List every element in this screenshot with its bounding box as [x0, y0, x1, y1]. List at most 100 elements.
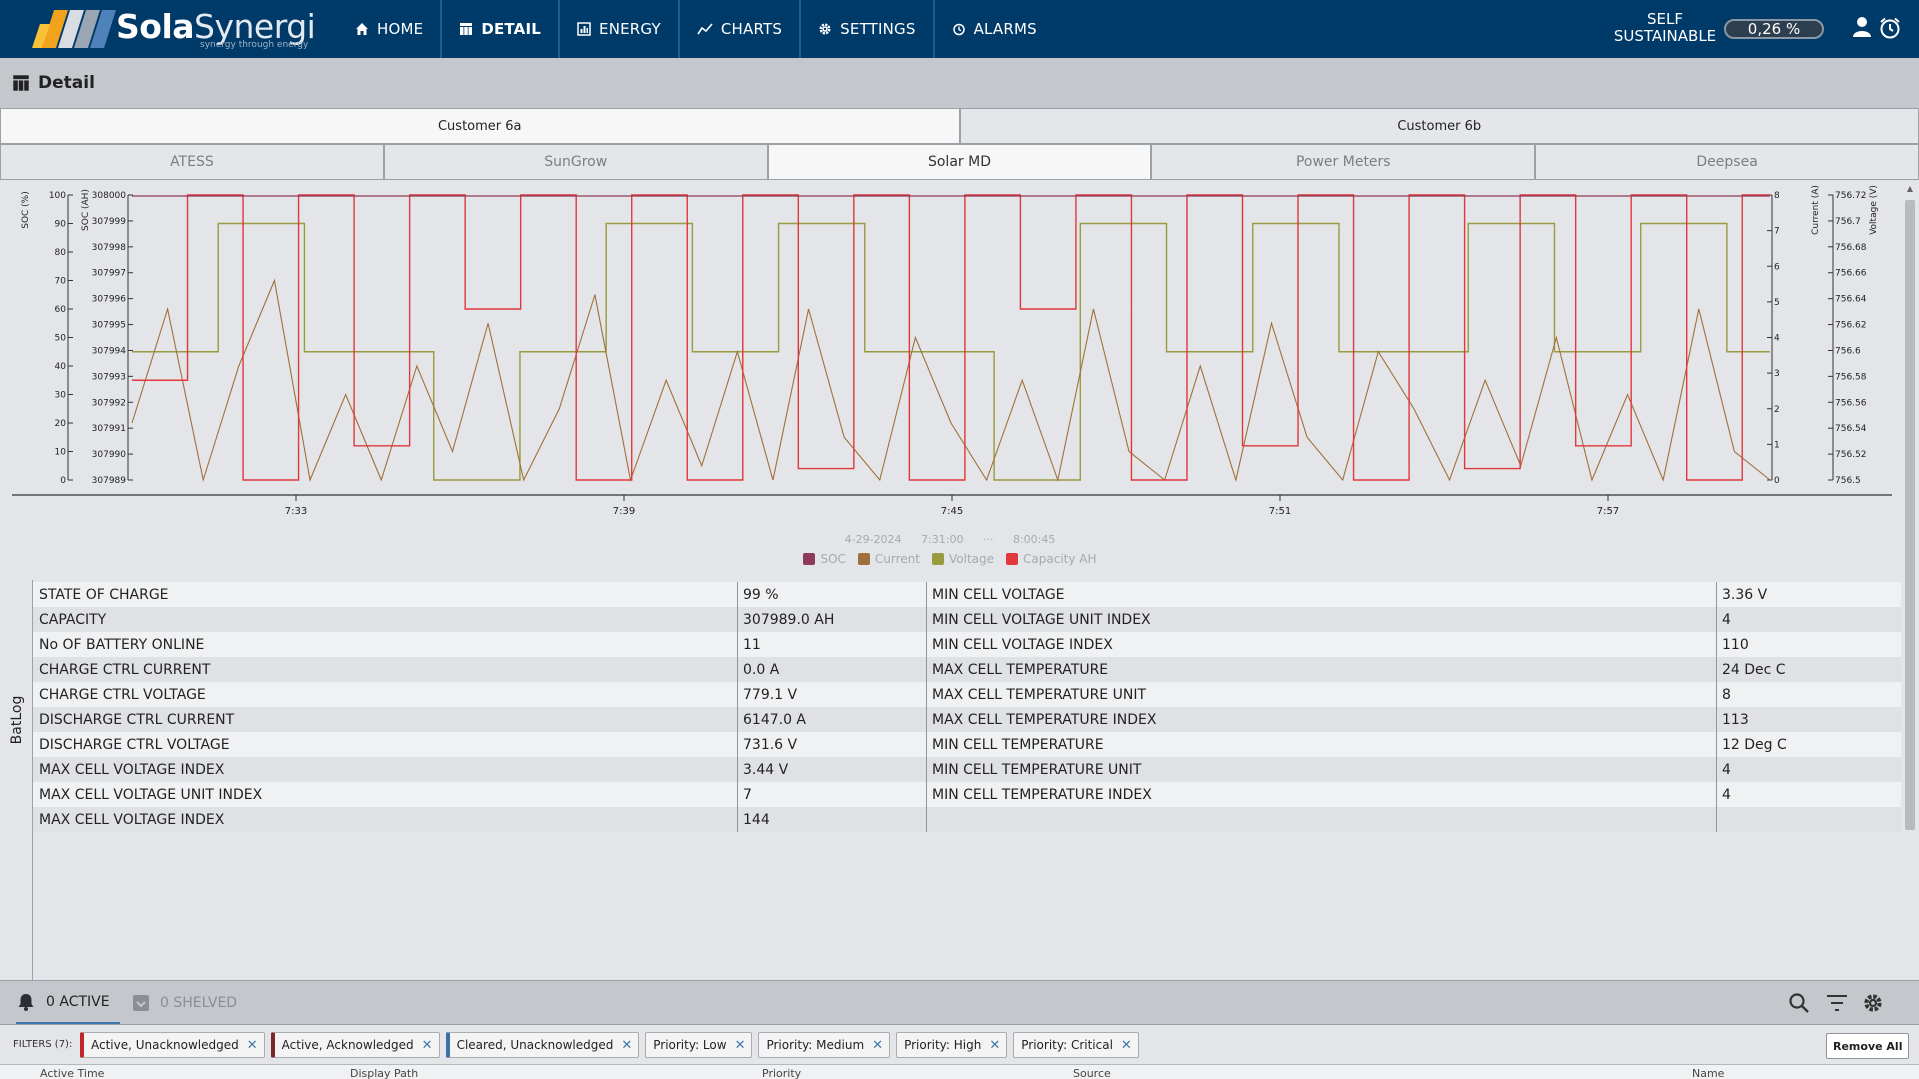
- tab-sungrow[interactable]: SunGrow: [383, 144, 768, 180]
- voltage-axis-tick-label: 756.52: [1835, 450, 1867, 460]
- battery-chart[interactable]: 100 90 80 70 60 50 40 30 20 10 0 308000 307999 307998…: [0, 180, 1900, 580]
- soc-ah-axis-tick-label: 307998: [92, 243, 127, 253]
- nav-settings[interactable]: SETTINGS: [801, 0, 935, 58]
- batlog-empty-area: [33, 832, 1901, 980]
- bell-icon: [18, 993, 34, 1011]
- batlog-label-cell: MIN CELL TEMPERATURE: [926, 732, 1716, 757]
- column-active-time[interactable]: Active Time: [40, 1067, 105, 1079]
- voltage-axis-tick-label: 756.66: [1835, 269, 1867, 279]
- filter-icon[interactable]: [1826, 994, 1848, 1012]
- filter-chip: Priority: Medium ✕: [758, 1032, 891, 1058]
- batlog-label-cell: [926, 807, 1716, 832]
- batlog-label-cell: MAX CELL TEMPERATURE: [926, 657, 1716, 682]
- remove-filter-icon[interactable]: ✕: [246, 1037, 258, 1053]
- nav-charts[interactable]: CHARTS: [680, 0, 802, 58]
- filter-chip-label: Cleared, Unacknowledged: [456, 1038, 614, 1052]
- legend-capacity-ah[interactable]: Capacity AH: [1006, 552, 1097, 566]
- legend-soc[interactable]: SOC: [803, 552, 846, 566]
- filter-chip: Priority: Low ✕: [645, 1032, 753, 1058]
- customer-tabs: Customer 6a Customer 6b: [0, 108, 1919, 144]
- range-start: 7:31:00: [921, 533, 964, 546]
- tab-power-meters[interactable]: Power Meters: [1151, 144, 1536, 180]
- soc-pct-axis-tick-label: 0: [60, 476, 66, 486]
- batlog-value-cell: 99 %: [737, 582, 926, 607]
- nav-detail[interactable]: DETAIL: [442, 0, 561, 58]
- gear-icon[interactable]: [1862, 992, 1884, 1014]
- batlog-value-cell: 779.1 V: [737, 682, 926, 707]
- user-icon[interactable]: [1852, 16, 1872, 38]
- batlog-label-cell: DISCHARGE CTRL VOLTAGE: [33, 732, 737, 757]
- voltage-axis-tick-label: 756.72: [1835, 191, 1867, 201]
- filter-chip-label: Priority: Low: [653, 1038, 727, 1052]
- scrollbar-thumb[interactable]: [1905, 200, 1915, 830]
- tab-customer-6b[interactable]: Customer 6b: [959, 108, 1919, 144]
- soc-ah-axis-tick-label: 307994: [92, 346, 127, 356]
- remove-filter-icon[interactable]: ✕: [621, 1037, 633, 1053]
- batlog-divider: [1716, 582, 1717, 832]
- filter-chip-label: Active, Acknowledged: [281, 1038, 414, 1052]
- self-sustainable-value: 0,26 %: [1724, 19, 1824, 39]
- remove-filter-icon[interactable]: ✕: [734, 1037, 746, 1053]
- column-name[interactable]: Name: [1692, 1067, 1725, 1079]
- remove-filter-icon[interactable]: ✕: [421, 1037, 433, 1053]
- batlog-label-cell: No OF BATTERY ONLINE: [33, 632, 737, 657]
- nav-energy[interactable]: ENERGY: [560, 0, 680, 58]
- legend-voltage[interactable]: Voltage: [932, 552, 994, 566]
- remove-filter-icon[interactable]: ✕: [872, 1037, 884, 1053]
- clock-icon[interactable]: [1879, 17, 1901, 39]
- column-source[interactable]: Source: [1073, 1067, 1111, 1079]
- soc-pct-axis-tick-label: 20: [55, 419, 67, 429]
- tab-shelved-alarms[interactable]: 0 SHELVED: [132, 981, 237, 1025]
- vertical-scrollbar[interactable]: ▲: [1901, 180, 1919, 980]
- current-axis-tick-label: 6: [1774, 262, 1780, 272]
- scroll-up-icon[interactable]: ▲: [1906, 184, 1914, 193]
- search-icon[interactable]: [1788, 992, 1810, 1014]
- tab-deepsea[interactable]: Deepsea: [1535, 144, 1919, 180]
- tab-active-alarms[interactable]: 0 ACTIVE: [16, 981, 120, 1025]
- voltage-axis-tick-label: 756.58: [1835, 372, 1867, 382]
- batlog-label-cell: MAX CELL TEMPERATURE INDEX: [926, 707, 1716, 732]
- filter-chip: Priority: High ✕: [896, 1032, 1008, 1058]
- page-title: Detail: [38, 73, 95, 93]
- tab-customer-6a[interactable]: Customer 6a: [0, 108, 960, 144]
- batlog-label-cell: CAPACITY: [33, 607, 737, 632]
- batlog-label-cell: MIN CELL TEMPERATURE INDEX: [926, 782, 1716, 807]
- brand-logo[interactable]: SolaSynergi synergy through energy: [32, 7, 316, 52]
- shelf-box-icon: [133, 995, 149, 1011]
- soc-ah-axis-tick-label: 307993: [92, 372, 126, 382]
- batlog-value-cell: 731.6 V: [737, 732, 926, 757]
- tab-atess[interactable]: ATESS: [0, 144, 384, 180]
- battery-chart-svg: 1009080706050403020100308000307999307998…: [12, 185, 1892, 517]
- device-tabs: ATESS SunGrow Solar MD Power Meters Deep…: [0, 144, 1919, 180]
- legend-current[interactable]: Current: [857, 552, 920, 566]
- filter-chip-label: Priority: High: [904, 1038, 982, 1052]
- batlog-row: STATE OF CHARGE 99 % MIN CELL VOLTAGE 3.36 …: [33, 582, 1901, 607]
- page-header: Detail: [0, 58, 1919, 108]
- column-display-path[interactable]: Display Path: [350, 1067, 419, 1079]
- alarm-filter-bar: FILTERS (7): Active, Unacknowledged ✕ Acti…: [0, 1024, 1919, 1064]
- tab-solar-md[interactable]: Solar MD: [767, 144, 1152, 180]
- batlog-label-cell: MIN CELL VOLTAGE UNIT INDEX: [926, 607, 1716, 632]
- remove-filter-icon[interactable]: ✕: [989, 1037, 1001, 1053]
- soc-ah-axis-tick-label: 307991: [92, 424, 126, 434]
- voltage-axis-label: Voltage (V): [1869, 185, 1879, 235]
- range-date: 4-29-2024: [844, 533, 902, 546]
- nav-alarms[interactable]: ALARMS: [935, 0, 1054, 58]
- alarm-clock-icon: [952, 23, 965, 36]
- soc-ah-axis-tick-label: 307990: [92, 450, 127, 460]
- current-axis-tick-label: 3: [1774, 369, 1780, 379]
- remove-filter-icon[interactable]: ✕: [1120, 1037, 1132, 1053]
- x-axis-tick-label: 7:51: [1269, 506, 1291, 517]
- batlog-value-cell: 113: [1716, 707, 1901, 732]
- voltage-axis-tick-label: 756.5: [1835, 476, 1861, 486]
- batlog-divider: [926, 582, 927, 832]
- line-chart-icon: [697, 23, 713, 35]
- remove-all-button[interactable]: Remove All: [1826, 1033, 1910, 1059]
- range-end: 8:00:45: [1012, 533, 1056, 546]
- soc-pct-axis-tick-label: 10: [55, 448, 67, 458]
- batlog-value-cell: 8: [1716, 682, 1901, 707]
- batlog-value-cell: 12 Deg C: [1716, 732, 1901, 757]
- current-series-line: [131, 278, 1771, 483]
- nav-home[interactable]: HOME: [338, 0, 443, 58]
- column-priority[interactable]: Priority: [762, 1067, 802, 1079]
